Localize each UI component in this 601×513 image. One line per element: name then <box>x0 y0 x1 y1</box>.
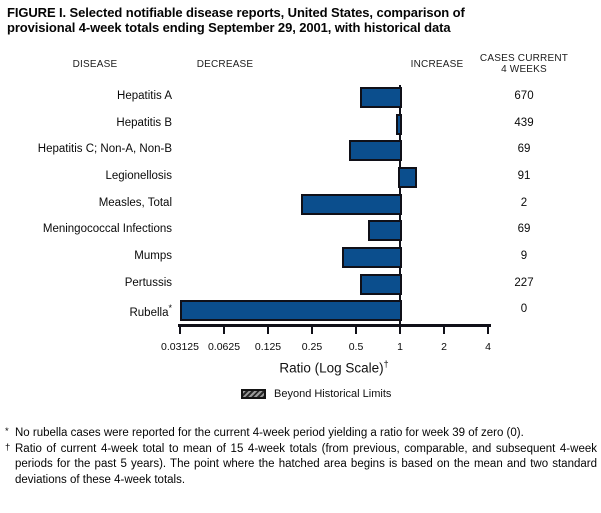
axis-tick <box>179 327 181 334</box>
axis-tick <box>399 327 401 334</box>
footnote-ratio-definition: † Ratio of current 4-week total to mean … <box>5 442 597 489</box>
footnote-marker-asterisk: * <box>5 426 9 437</box>
axis-tick-label: 0.0625 <box>207 341 241 353</box>
figure-title: FIGURE I. Selected notifiable disease re… <box>7 5 465 35</box>
disease-label: Hepatitis A <box>117 90 172 102</box>
disease-label: Meningococcal Infections <box>42 223 172 235</box>
legend-label: Beyond Historical Limits <box>274 388 392 400</box>
axis-tick-label: 0.25 <box>301 341 323 353</box>
ratio-bar <box>342 247 402 268</box>
disease-label: Hepatitis C; Non-A, Non-B <box>37 143 172 155</box>
footnote-rubella: * No rubella cases were reported for the… <box>5 426 597 442</box>
cases-current-value: 69 <box>517 143 531 155</box>
ratio-bar <box>349 140 402 161</box>
axis-tick <box>355 327 357 334</box>
ratio-bar <box>180 300 402 321</box>
axis-tick-label: 0.5 <box>348 341 364 353</box>
ratio-bar <box>396 114 402 135</box>
cases-current-value: 227 <box>514 277 534 289</box>
ratio-bar <box>360 274 402 295</box>
axis-tick <box>223 327 225 334</box>
x-axis-title-text: Ratio (Log Scale) <box>279 360 384 376</box>
cases-current-value: 91 <box>517 170 531 182</box>
bar-chart: Hepatitis A 670 Hepatitis B 439 Hepatitis C;… <box>37 85 534 403</box>
disease-label-asterisk: * <box>168 303 172 313</box>
cases-current-value: 2 <box>520 197 528 209</box>
axis-tick-label: 1 <box>397 341 403 353</box>
axis-tick <box>267 327 269 334</box>
disease-label: Mumps <box>134 250 172 262</box>
axis-tick <box>487 327 489 334</box>
cases-current-value: 0 <box>520 303 528 315</box>
axis-tick-label: 0.125 <box>254 341 282 353</box>
footnote-marker-dagger: † <box>5 441 11 453</box>
cases-current-value: 69 <box>517 223 531 235</box>
x-axis-title-dagger: † <box>383 359 389 369</box>
footnotes: * No rubella cases were reported for the… <box>5 426 597 488</box>
disease-label: Rubella* <box>129 303 172 319</box>
cases-current-value: 9 <box>520 250 528 262</box>
legend: Beyond Historical Limits <box>241 387 461 403</box>
column-header-cases-current-4-weeks: CASES CURRENT 4 WEEKS <box>479 53 569 75</box>
axis-tick-label: 2 <box>441 341 447 353</box>
footnote-text: Ratio of current 4-week total to mean of… <box>15 442 597 486</box>
ratio-bar <box>398 167 417 188</box>
footnote-text: No rubella cases were reported for the c… <box>15 427 524 439</box>
column-header-decrease: DECREASE <box>196 59 254 70</box>
ratio-bar <box>368 220 402 241</box>
column-header-disease: DISEASE <box>72 59 118 70</box>
ratio-bar <box>360 87 402 108</box>
column-header-increase: INCREASE <box>410 59 464 70</box>
x-axis-title: Ratio (Log Scale)† <box>234 359 434 376</box>
axis-tick-label: 4 <box>485 341 491 353</box>
legend-hatched-swatch <box>241 389 266 399</box>
disease-label: Hepatitis B <box>116 117 172 129</box>
axis-tick <box>443 327 445 334</box>
cases-current-value: 439 <box>514 117 534 129</box>
x-axis-line <box>178 324 491 327</box>
disease-label: Pertussis <box>124 277 172 289</box>
cases-current-value: 670 <box>514 90 534 102</box>
axis-tick-label: 0.03125 <box>161 341 199 353</box>
ratio-bar <box>301 194 402 215</box>
disease-label: Measles, Total <box>98 197 172 209</box>
disease-label: Legionellosis <box>105 170 173 182</box>
axis-tick <box>311 327 313 334</box>
